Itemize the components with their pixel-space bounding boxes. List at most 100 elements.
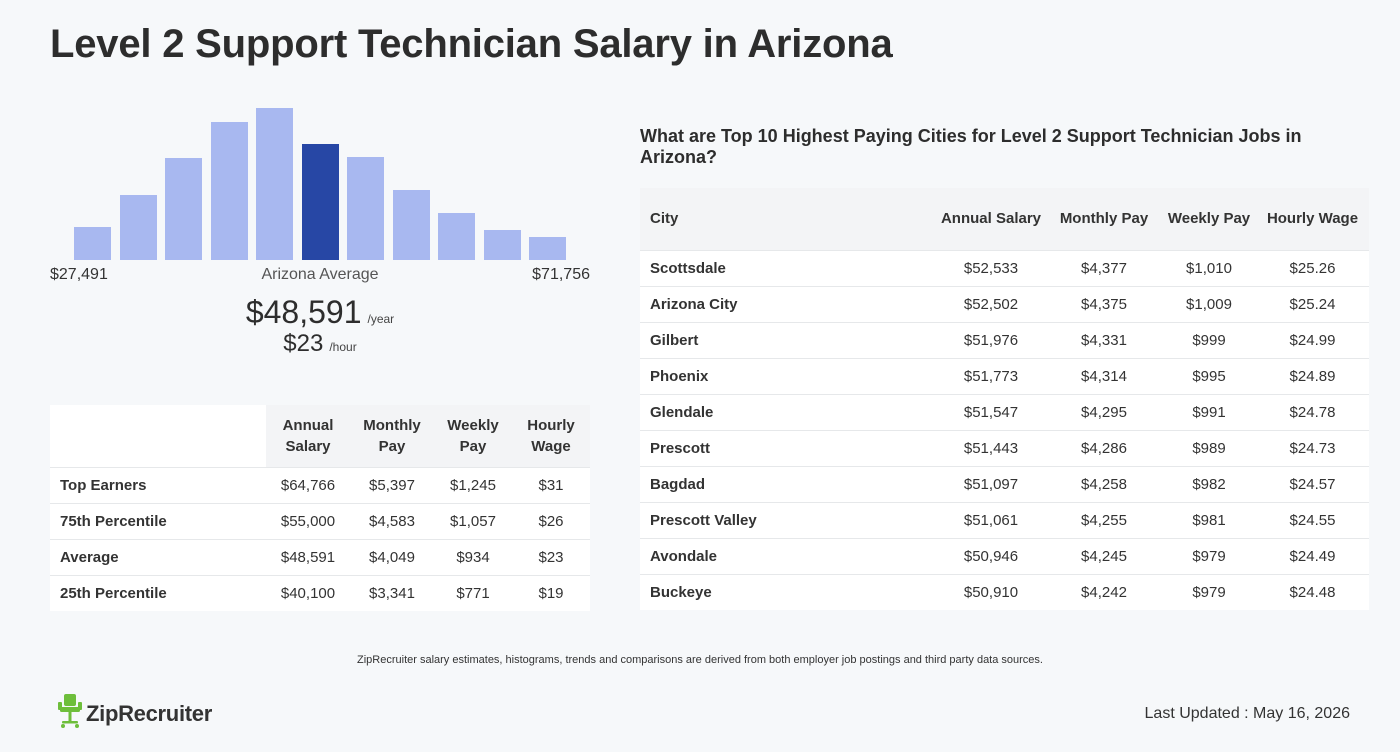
city-cell: $51,097	[936, 465, 1046, 502]
city-cell: $24.73	[1256, 429, 1369, 466]
histogram-bar	[529, 237, 566, 260]
city-row: Prescott $51,443 $4,286 $989 $24.73	[640, 429, 1369, 466]
city-name: Arizona City	[640, 285, 936, 322]
histogram-bar	[165, 158, 202, 260]
header-hourly-wage: Hourly Wage	[1256, 188, 1369, 250]
header-weekly-pay: Weekly Pay	[434, 405, 512, 467]
histogram-bar	[256, 108, 293, 260]
city-cell: $4,255	[1046, 501, 1162, 538]
page-title: Level 2 Support Technician Salary in Ari…	[50, 22, 893, 66]
city-cell: $24.48	[1256, 573, 1369, 610]
city-cell: $25.24	[1256, 285, 1369, 322]
header-hourly-wage: Hourly Wage	[512, 405, 590, 467]
city-cell: $51,443	[936, 429, 1046, 466]
city-row: Arizona City $52,502 $4,375 $1,009 $25.24	[640, 285, 1369, 322]
city-cell: $51,061	[936, 501, 1046, 538]
city-cell: $4,286	[1046, 429, 1162, 466]
logo-text: ZipRecruiter	[86, 700, 212, 726]
average-hourly: $23/hour	[50, 330, 590, 358]
city-cell: $24.57	[1256, 465, 1369, 502]
percentile-cell: $48,591	[266, 538, 350, 575]
histogram-min-label: $27,491	[50, 266, 108, 283]
percentile-cell: $4,049	[350, 538, 434, 575]
header-annual-salary: Annual Salary	[266, 405, 350, 467]
city-cell: $50,946	[936, 537, 1046, 574]
city-row: Avondale $50,946 $4,245 $979 $24.49	[640, 537, 1369, 574]
percentile-table: Annual Salary Monthly Pay Weekly Pay Hou…	[50, 405, 590, 611]
percentile-cell: $23	[512, 538, 590, 575]
average-hourly-value: $23	[283, 330, 324, 357]
percentile-row-label: Average	[50, 538, 266, 575]
percentile-cell: $40,100	[266, 574, 350, 611]
average-yearly-unit: /year	[367, 312, 395, 326]
percentile-cell: $26	[512, 502, 590, 539]
city-cell: $24.99	[1256, 321, 1369, 358]
salary-histogram	[50, 100, 590, 260]
city-row: Buckeye $50,910 $4,242 $979 $24.48	[640, 573, 1369, 610]
city-cell: $982	[1162, 465, 1256, 502]
header-monthly-pay: Monthly Pay	[350, 405, 434, 467]
average-yearly-value: $48,591	[245, 294, 362, 330]
city-row: Scottsdale $52,533 $4,377 $1,010 $25.26	[640, 249, 1369, 286]
city-cell: $24.49	[1256, 537, 1369, 574]
city-row: Glendale $51,547 $4,295 $991 $24.78	[640, 393, 1369, 430]
percentile-cell: $4,583	[350, 502, 434, 539]
last-updated: Last Updated : May 16, 2026	[1144, 705, 1350, 722]
city-row: Prescott Valley $51,061 $4,255 $981 $24.55	[640, 501, 1369, 538]
histogram-bar	[438, 213, 475, 260]
city-cell: $1,009	[1162, 285, 1256, 322]
city-cell: $4,258	[1046, 465, 1162, 502]
city-cell: $4,295	[1046, 393, 1162, 430]
cities-title: What are Top 10 Highest Paying Cities fo…	[640, 126, 1302, 167]
city-name: Phoenix	[640, 357, 936, 394]
percentile-row: 25th Percentile $40,100 $3,341 $771 $19	[50, 574, 590, 611]
histogram-average-label: Arizona Average	[261, 266, 379, 283]
city-cell: $4,375	[1046, 285, 1162, 322]
city-cell: $981	[1162, 501, 1256, 538]
city-cell: $995	[1162, 357, 1256, 394]
histogram-bar-average	[301, 144, 339, 260]
average-hourly-unit: /hour	[329, 340, 357, 354]
percentile-cell: $5,397	[350, 466, 434, 503]
city-cell: $25.26	[1256, 249, 1369, 286]
percentile-row-label: 75th Percentile	[50, 502, 266, 539]
city-row: Gilbert $51,976 $4,331 $999 $24.99	[640, 321, 1369, 358]
header-monthly-pay: Monthly Pay	[1046, 188, 1162, 250]
city-cell: $24.55	[1256, 501, 1369, 538]
cities-table: City Annual Salary Monthly Pay Weekly Pa…	[640, 188, 1369, 610]
city-cell: $51,976	[936, 321, 1046, 358]
percentile-cell: $3,341	[350, 574, 434, 611]
city-row: Bagdad $51,097 $4,258 $982 $24.57	[640, 465, 1369, 502]
percentile-cell: $771	[434, 574, 512, 611]
percentile-cell: $934	[434, 538, 512, 575]
percentile-cell: $31	[512, 466, 590, 503]
city-cell: $51,773	[936, 357, 1046, 394]
ziprecruiter-logo[interactable]: ZipRecruiter	[58, 694, 212, 733]
city-row: Phoenix $51,773 $4,314 $995 $24.89	[640, 357, 1369, 394]
city-name: Prescott	[640, 429, 936, 466]
city-cell: $4,245	[1046, 537, 1162, 574]
cities-table-header: City Annual Salary Monthly Pay Weekly Pa…	[640, 188, 1369, 250]
city-cell: $1,010	[1162, 249, 1256, 286]
percentile-cell: $64,766	[266, 466, 350, 503]
percentile-row: Top Earners $64,766 $5,397 $1,245 $31	[50, 466, 590, 503]
header-city: City	[640, 188, 936, 250]
city-cell: $979	[1162, 537, 1256, 574]
disclaimer: ZipRecruiter salary estimates, histogram…	[357, 654, 1043, 666]
histogram-bar	[74, 227, 111, 260]
average-yearly: $48,591/year	[50, 294, 590, 331]
city-cell: $4,377	[1046, 249, 1162, 286]
city-cell: $4,314	[1046, 357, 1162, 394]
city-cell: $24.89	[1256, 357, 1369, 394]
percentile-row-label: 25th Percentile	[50, 574, 266, 611]
blank-header	[50, 405, 266, 467]
city-cell: $52,533	[936, 249, 1046, 286]
percentile-cell: $1,057	[434, 502, 512, 539]
histogram-bar	[347, 157, 384, 260]
city-cell: $4,331	[1046, 321, 1162, 358]
percentile-row: Average $48,591 $4,049 $934 $23	[50, 538, 590, 575]
city-name: Scottsdale	[640, 249, 936, 286]
histogram-bar	[483, 230, 521, 260]
city-name: Gilbert	[640, 321, 936, 358]
percentile-cell: $55,000	[266, 502, 350, 539]
